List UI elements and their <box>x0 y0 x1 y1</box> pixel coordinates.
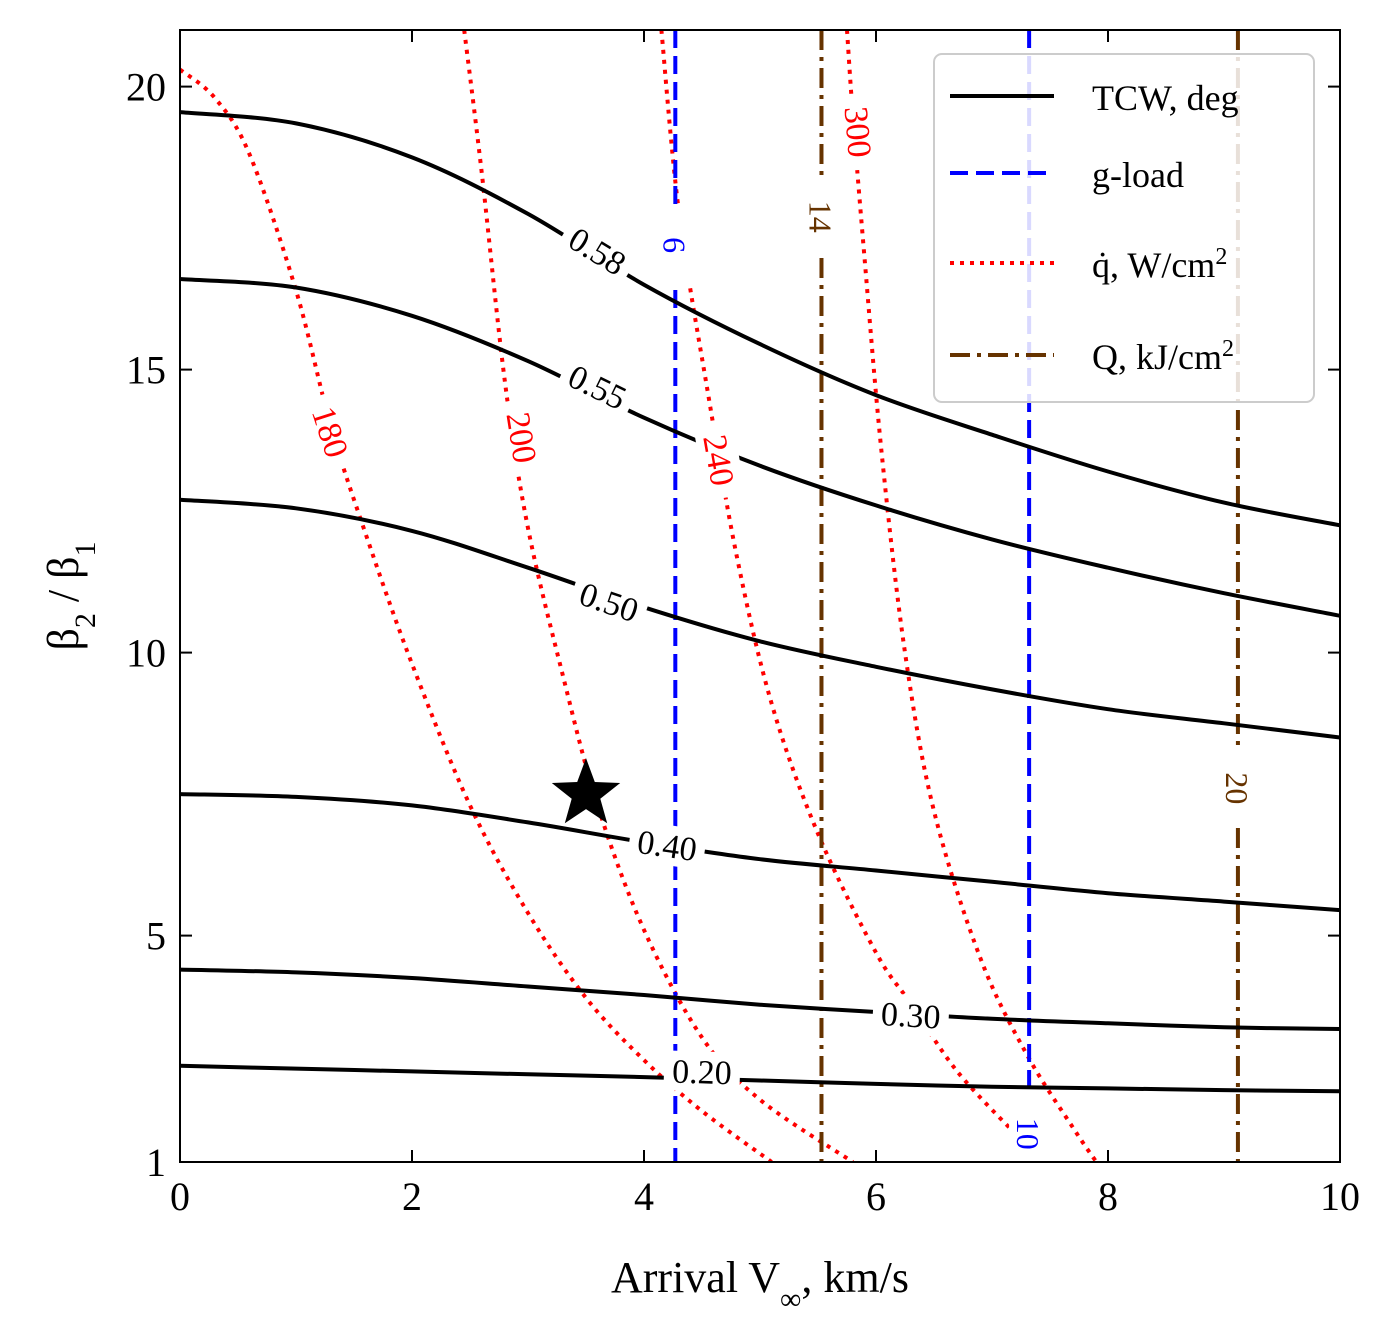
x-tick-label-2: 2 <box>402 1174 422 1219</box>
legend-label-qdot: q̇, W/cm2 <box>1092 244 1227 285</box>
qdot-label-200-bg <box>496 396 548 479</box>
x-axis-title: Arrival V∞, km/s <box>611 1253 909 1316</box>
y-tick-label-5: 5 <box>146 914 166 959</box>
tcw-label-0.40-bg <box>626 819 708 871</box>
y-tick-label-15: 15 <box>126 348 166 393</box>
Q-label-20-bg <box>1217 750 1258 827</box>
plot-frame <box>179 29 1341 1163</box>
x-axis-title-main: Arrival V <box>611 1253 780 1302</box>
x-tick-label-8: 8 <box>1098 1174 1118 1219</box>
y-axis-title-sub2: 2 <box>69 613 102 628</box>
tcw-label-0.30-bg <box>871 992 950 1038</box>
legend-label-qdot-main: q̇, W/cm <box>1092 245 1215 285</box>
tcw-label-0.30: 0.30 <box>880 996 942 1036</box>
x-axis-title-sub: ∞ <box>780 1283 801 1316</box>
tcw-label-0.55-bg <box>554 351 641 422</box>
qdot-contour-300 <box>845 30 1099 1162</box>
gload-label-6: 6 <box>656 237 692 253</box>
y-axis-title-beta2: β <box>39 628 88 650</box>
tcw-label-0.40: 0.40 <box>635 824 699 869</box>
y-tick-label-20: 20 <box>126 65 166 110</box>
tcw-label-0.50-bg <box>566 570 652 633</box>
gload-label-10-bg <box>1009 1095 1050 1172</box>
tcw-label-0.20: 0.20 <box>672 1054 733 1093</box>
x-tick-label-4: 4 <box>634 1174 654 1219</box>
tcw-contour-0.30 <box>180 967 1340 1031</box>
legend: TCW, deg g-load q̇, W/cm2 Q, kJ/cm2 <box>933 53 1315 403</box>
tcw-contour-0.58 <box>180 110 1340 528</box>
y-tick-label-1: 1 <box>146 1140 166 1185</box>
tcw-contour-0.40 <box>180 792 1340 913</box>
qdot-label-240: 240 <box>695 432 740 489</box>
qdot-label-200: 200 <box>498 410 543 466</box>
Q-label-14-bg <box>801 178 842 255</box>
legend-label-Q: Q, kJ/cm2 <box>1092 336 1234 377</box>
legend-label-tcw: TCW, deg <box>1092 78 1239 118</box>
gload-label-10: 10 <box>1010 1118 1046 1150</box>
y-axis-title-slash: / β <box>39 556 88 613</box>
tcw-contour-0.20 <box>180 1063 1340 1094</box>
star-marker <box>551 758 621 824</box>
Q-label-14: 14 <box>802 201 838 233</box>
x-tick-label-6: 6 <box>866 1174 886 1219</box>
tcw-contour-0.50 <box>180 497 1340 740</box>
tcw-contour-0.55 <box>180 277 1340 618</box>
y-axis-title: β2 / β1 <box>39 541 102 650</box>
legend-label-gload: g-load <box>1092 155 1184 195</box>
legend-label-qdot-sup: 2 <box>1215 244 1227 270</box>
y-tick-label-10: 10 <box>126 631 166 676</box>
qdot-label-300-bg <box>835 92 882 172</box>
y-axis-title-sub1: 1 <box>69 541 102 556</box>
gload-label-6-bg <box>655 207 696 284</box>
tcw-label-0.20-bg <box>663 1050 741 1093</box>
x-tick-label-10: 10 <box>1320 1174 1360 1219</box>
x-axis-title-suffix: , km/s <box>801 1253 909 1302</box>
x-tick-label-0: 0 <box>170 1174 190 1219</box>
qdot-label-300: 300 <box>837 105 878 159</box>
qdot-label-180-bg <box>300 389 362 475</box>
legend-label-Q-main: Q, kJ/cm <box>1092 337 1222 377</box>
tcw-label-0.58-bg <box>554 213 641 288</box>
qdot-label-240-bg <box>693 419 746 502</box>
legend-box <box>933 53 1315 403</box>
legend-label-Q-sup: 2 <box>1222 336 1234 362</box>
Q-label-20: 20 <box>1219 772 1255 804</box>
